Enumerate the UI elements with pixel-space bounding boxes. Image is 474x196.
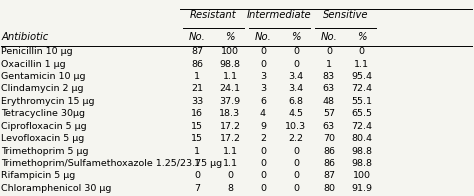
Text: 1: 1 xyxy=(194,159,200,168)
Text: 0: 0 xyxy=(260,47,266,56)
Text: 33: 33 xyxy=(191,97,203,106)
Text: %: % xyxy=(357,32,366,42)
Text: 1.1: 1.1 xyxy=(222,72,237,81)
Text: %: % xyxy=(291,32,301,42)
Text: Gentamicin 10 µg: Gentamicin 10 µg xyxy=(1,72,86,81)
Text: 4.5: 4.5 xyxy=(288,109,303,118)
Text: 100: 100 xyxy=(221,47,239,56)
Text: No.: No. xyxy=(320,32,337,42)
Text: 95.4: 95.4 xyxy=(351,72,373,81)
Text: 17.2: 17.2 xyxy=(219,134,240,143)
Text: No.: No. xyxy=(255,32,271,42)
Text: 1.1: 1.1 xyxy=(222,147,237,156)
Text: Ciprofloxacin 5 µg: Ciprofloxacin 5 µg xyxy=(1,122,87,131)
Text: 98.8: 98.8 xyxy=(219,60,240,69)
Text: 0: 0 xyxy=(293,147,299,156)
Text: Chloramphenicol 30 µg: Chloramphenicol 30 µg xyxy=(1,184,112,193)
Text: Oxacillin 1 µg: Oxacillin 1 µg xyxy=(1,60,66,69)
Text: 57: 57 xyxy=(323,109,335,118)
Text: Sensitive: Sensitive xyxy=(323,10,368,20)
Text: Levofloxacin 5 µg: Levofloxacin 5 µg xyxy=(1,134,85,143)
Text: 16: 16 xyxy=(191,109,203,118)
Text: 17.2: 17.2 xyxy=(219,122,240,131)
Text: 18.3: 18.3 xyxy=(219,109,240,118)
Text: 0: 0 xyxy=(293,184,299,193)
Text: 0: 0 xyxy=(293,47,299,56)
Text: 0: 0 xyxy=(227,171,233,180)
Text: Antibiotic: Antibiotic xyxy=(1,32,49,42)
Text: 6.8: 6.8 xyxy=(288,97,303,106)
Text: 0: 0 xyxy=(359,47,365,56)
Text: Trimethoprim/Sulfamethoxazole 1.25/23.75 µg: Trimethoprim/Sulfamethoxazole 1.25/23.75… xyxy=(1,159,222,168)
Text: 8: 8 xyxy=(227,184,233,193)
Text: 15: 15 xyxy=(191,134,203,143)
Text: 100: 100 xyxy=(353,171,371,180)
Text: 0: 0 xyxy=(293,159,299,168)
Text: 9: 9 xyxy=(260,122,266,131)
Text: 87: 87 xyxy=(191,47,203,56)
Text: No.: No. xyxy=(189,32,205,42)
Text: Trimethoprim 5 µg: Trimethoprim 5 µg xyxy=(1,147,89,156)
Text: 0: 0 xyxy=(293,60,299,69)
Text: 1.1: 1.1 xyxy=(222,159,237,168)
Text: 55.1: 55.1 xyxy=(351,97,373,106)
Text: 4: 4 xyxy=(260,109,266,118)
Text: Resistant: Resistant xyxy=(190,10,237,20)
Text: 63: 63 xyxy=(323,122,335,131)
Text: 87: 87 xyxy=(323,171,335,180)
Text: 86: 86 xyxy=(323,159,335,168)
Text: 0: 0 xyxy=(260,171,266,180)
Text: Clindamycin 2 µg: Clindamycin 2 µg xyxy=(1,84,84,93)
Text: 70: 70 xyxy=(323,134,335,143)
Text: 86: 86 xyxy=(323,147,335,156)
Text: 86: 86 xyxy=(191,60,203,69)
Text: Intermediate: Intermediate xyxy=(247,10,312,20)
Text: 48: 48 xyxy=(323,97,335,106)
Text: 6: 6 xyxy=(260,97,266,106)
Text: 10.3: 10.3 xyxy=(285,122,307,131)
Text: 72.4: 72.4 xyxy=(351,122,373,131)
Text: 1.1: 1.1 xyxy=(355,60,369,69)
Text: 0: 0 xyxy=(260,184,266,193)
Text: Rifampicin 5 µg: Rifampicin 5 µg xyxy=(1,171,76,180)
Text: 80: 80 xyxy=(323,184,335,193)
Text: 98.8: 98.8 xyxy=(351,159,373,168)
Text: 0: 0 xyxy=(260,147,266,156)
Text: 65.5: 65.5 xyxy=(351,109,373,118)
Text: Tetracycline 30µg: Tetracycline 30µg xyxy=(1,109,85,118)
Text: 21: 21 xyxy=(191,84,203,93)
Text: 72.4: 72.4 xyxy=(351,84,373,93)
Text: 91.9: 91.9 xyxy=(351,184,373,193)
Text: 83: 83 xyxy=(323,72,335,81)
Text: 3: 3 xyxy=(260,72,266,81)
Text: %: % xyxy=(225,32,235,42)
Text: Erythromycin 15 µg: Erythromycin 15 µg xyxy=(1,97,95,106)
Text: 3: 3 xyxy=(260,84,266,93)
Text: 7: 7 xyxy=(194,184,200,193)
Text: 24.1: 24.1 xyxy=(219,84,240,93)
Text: 1: 1 xyxy=(194,72,200,81)
Text: 0: 0 xyxy=(260,60,266,69)
Text: 3.4: 3.4 xyxy=(288,72,303,81)
Text: 80.4: 80.4 xyxy=(351,134,373,143)
Text: Penicillin 10 µg: Penicillin 10 µg xyxy=(1,47,73,56)
Text: 0: 0 xyxy=(260,159,266,168)
Text: 0: 0 xyxy=(293,171,299,180)
Text: 2.2: 2.2 xyxy=(288,134,303,143)
Text: 3.4: 3.4 xyxy=(288,84,303,93)
Text: 1: 1 xyxy=(326,60,332,69)
Text: 98.8: 98.8 xyxy=(351,147,373,156)
Text: 15: 15 xyxy=(191,122,203,131)
Text: 0: 0 xyxy=(326,47,332,56)
Text: 0: 0 xyxy=(194,171,200,180)
Text: 63: 63 xyxy=(323,84,335,93)
Text: 2: 2 xyxy=(260,134,266,143)
Text: 37.9: 37.9 xyxy=(219,97,240,106)
Text: 1: 1 xyxy=(194,147,200,156)
